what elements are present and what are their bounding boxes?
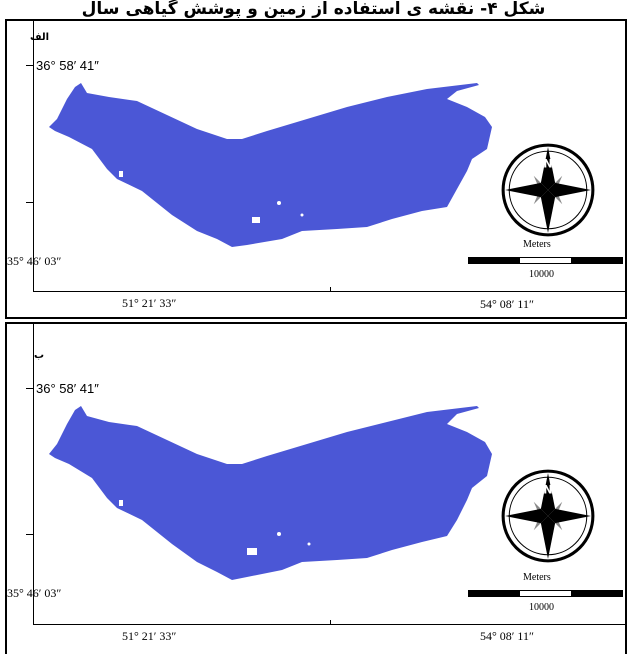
svg-text:N: N [543,484,552,497]
north-arrow-icon: N [501,469,595,563]
lon-right-label: 54° 08′ 11″ [480,297,534,311]
map-panel-a: الف 36° 58′ 41″ 35° 46′ 03″ 51° 21′ 33″ … [5,19,627,319]
lat-top-label: 36° 58′ 41″ [36,58,99,73]
scale-bar [468,257,623,264]
lon-tick [330,620,331,625]
lon-right-label: 54° 08′ 11″ [480,629,534,643]
province-region [49,406,492,580]
panel-label: الف [30,32,50,43]
lon-left-label: 51° 21′ 33″ [122,629,177,643]
north-arrow-icon: N [501,143,595,237]
lon-tick [330,287,331,292]
top-caption-fragment: شكل ۴- نقشه ی استفاده از زمین و پوشش گیا… [81,0,546,18]
lat-top-label: 36° 58′ 41″ [36,381,99,396]
lon-left-label: 51° 21′ 33″ [122,296,177,310]
svg-text:N: N [543,158,552,171]
panel-label: ب [34,350,45,361]
lat-bottom-label: 35° 46′ 03″ [7,586,62,600]
scale-bar [468,590,623,597]
lat-tick [26,65,34,66]
lat-tick [26,202,34,203]
scale-unit-label: Meters [523,572,551,583]
map-panel-b: ب 36° 58′ 41″ 35° 46′ 03″ 51° 21′ 33″ 54… [5,322,627,654]
province-region [49,83,492,247]
lat-tick [26,388,34,389]
scale-value-label: 10000 [529,602,554,613]
scale-unit-label: Meters [523,239,551,250]
lat-tick [26,534,34,535]
lat-bottom-label: 35° 46′ 03″ [7,254,62,268]
scale-value-label: 10000 [529,269,554,280]
